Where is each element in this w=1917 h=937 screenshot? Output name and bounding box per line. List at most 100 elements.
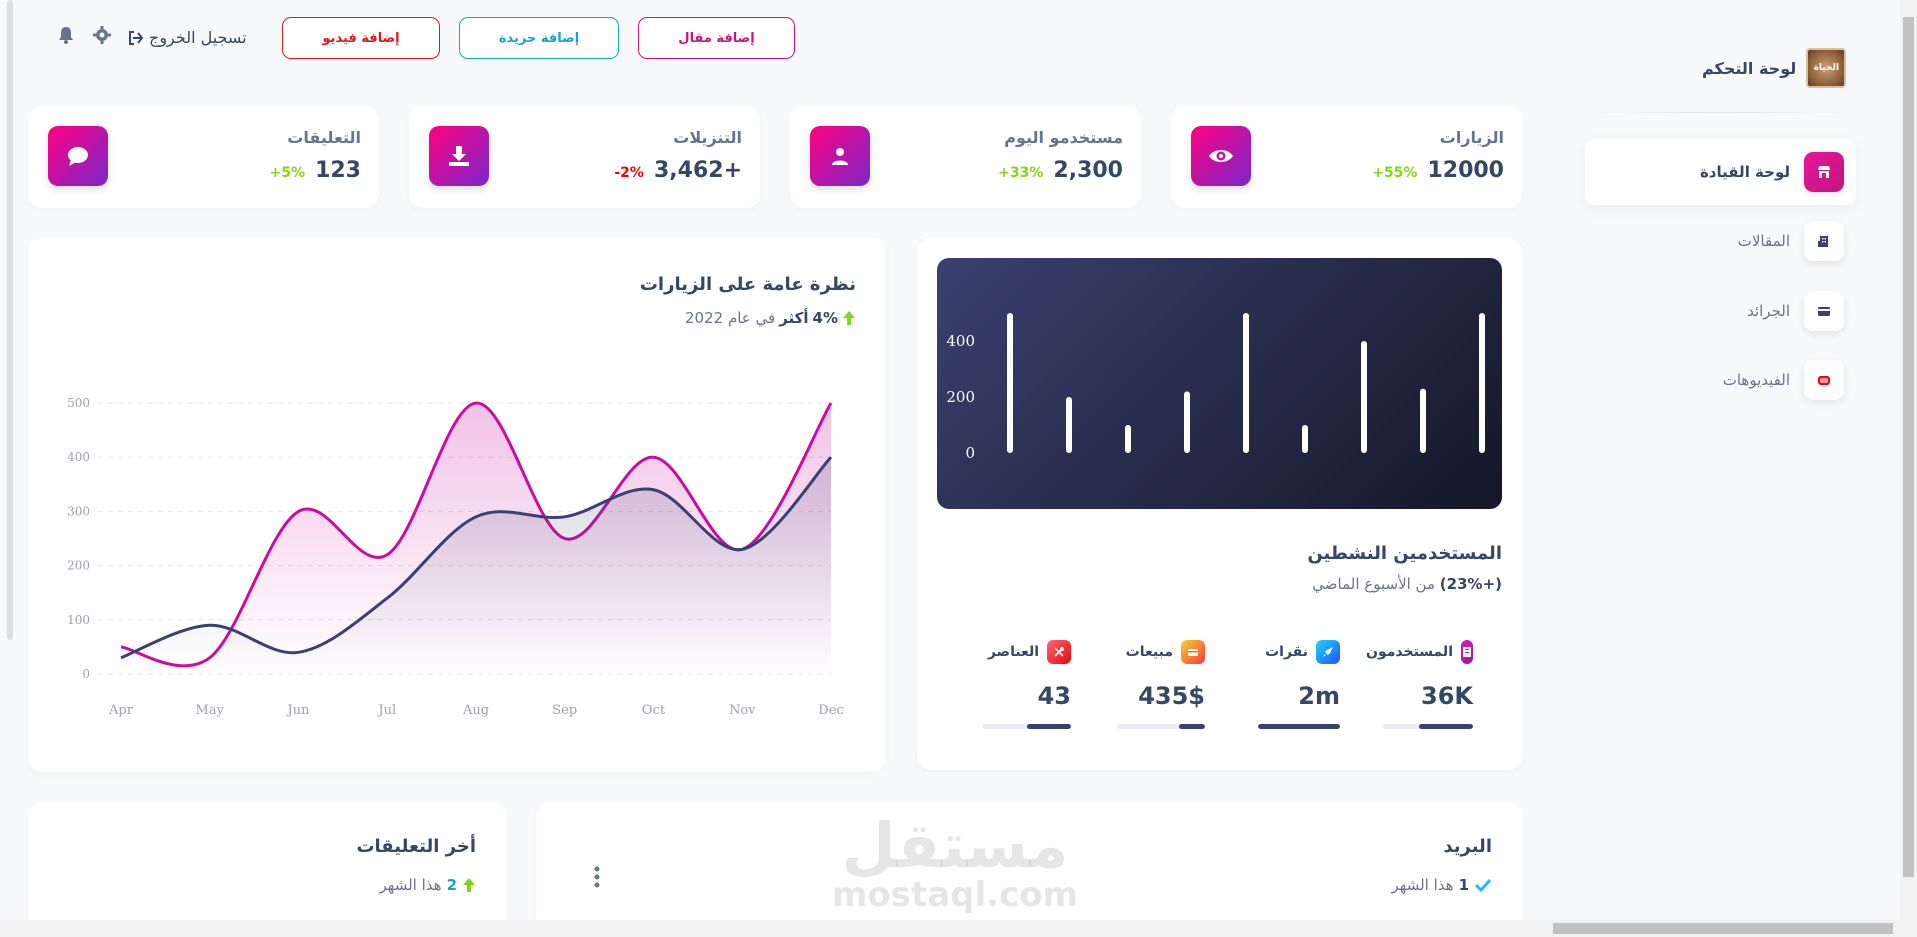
bell-icon[interactable] xyxy=(56,25,76,45)
latest-comments-card: أخر التعليقات 2 هذا الشهر xyxy=(28,802,506,937)
x-tick-label: Jun xyxy=(286,703,311,718)
building-icon xyxy=(1804,221,1844,261)
stat-value: 12000 xyxy=(1427,158,1504,183)
bar xyxy=(1420,388,1426,453)
add-newspaper-button[interactable]: إضافة جريدة xyxy=(459,17,619,59)
video-icon xyxy=(1804,360,1844,400)
watermark-latin: mostaql.com xyxy=(831,875,1079,915)
overview-subtitle: 4% أكثر في عام 2022 xyxy=(685,309,856,327)
sidebar-item-articles[interactable]: المقالات xyxy=(1585,208,1856,274)
eye-icon xyxy=(1191,126,1251,186)
bar xyxy=(1184,391,1190,453)
sign-out-icon xyxy=(129,30,144,45)
y-tick-label: 500 xyxy=(67,396,90,410)
sidebar-item-videos[interactable]: الفيديوهات xyxy=(1585,347,1856,413)
rocket-icon xyxy=(1316,640,1340,664)
comment-icon xyxy=(48,126,108,186)
metric-label: مبيعات xyxy=(1125,644,1173,660)
bar xyxy=(1125,425,1131,453)
sidebar-item-label: المقالات xyxy=(1737,232,1790,250)
download-icon xyxy=(429,126,489,186)
add-article-button[interactable]: إضافة مقال xyxy=(638,17,795,59)
mail-card: البريد 1 هذا الشهر xyxy=(536,802,1522,937)
comments-title: أخر التعليقات xyxy=(356,836,476,857)
series-line xyxy=(120,456,833,660)
active-users-metric: نقرات 2m xyxy=(1258,640,1340,729)
x-tick-label: Apr xyxy=(108,703,134,718)
brand[interactable]: الحياة لوحة التحكم xyxy=(1702,48,1847,88)
metric-value: 36K xyxy=(1421,682,1473,710)
comments-period: هذا الشهر xyxy=(379,876,442,894)
sidebar-item-dashboard[interactable]: لوحة القيادة xyxy=(1585,139,1856,205)
left-scroll-track xyxy=(7,0,13,640)
bar xyxy=(1007,313,1013,453)
metric-progress xyxy=(1026,724,1071,729)
arrow-up-icon xyxy=(843,311,855,325)
gear-icon[interactable] xyxy=(92,25,112,45)
stat-card-today-users: مستخدمو اليوم 2,300 +33% xyxy=(790,106,1141,208)
stat-change: +5% xyxy=(269,165,306,181)
stat-title: التنزيلات xyxy=(673,128,742,147)
sidebar-item-newspapers[interactable]: الجرائد xyxy=(1585,278,1856,344)
y-tick-label: 0 xyxy=(965,444,975,462)
mail-subtitle: 1 هذا الشهر xyxy=(1392,876,1492,894)
watermark: مستقل mostaql.com xyxy=(830,809,1080,915)
metric-value: 2m xyxy=(1298,682,1340,710)
watermark-arabic: مستقل xyxy=(841,809,1069,882)
active-users-change: (+23%) xyxy=(1439,575,1502,593)
sidebar-item-label: لوحة القيادة xyxy=(1699,163,1790,181)
bar xyxy=(1479,313,1485,453)
y-tick-label: 200 xyxy=(946,388,975,406)
y-tick-label: 0 xyxy=(82,667,90,681)
y-tick-label: 400 xyxy=(946,332,975,350)
stat-value: 2,300 xyxy=(1053,158,1123,183)
stat-value: 123 xyxy=(315,158,361,183)
x-tick-label: Dec xyxy=(818,703,843,718)
stat-title: التعليقات xyxy=(287,128,361,147)
stat-card-comments: التعليقات 123 +5% xyxy=(28,106,379,208)
overview-period: في عام 2022 xyxy=(684,309,776,327)
stat-value: +3,462 xyxy=(653,158,742,183)
document-icon xyxy=(1461,640,1473,664)
vertical-scroll-thumb[interactable] xyxy=(1903,17,1914,877)
stat-change: +33% xyxy=(998,165,1044,181)
stat-title: الزيارات xyxy=(1439,128,1504,147)
metric-label: العناصر xyxy=(987,644,1039,660)
active-users-bar-chart: 0 200 400 xyxy=(946,313,1485,462)
logout-link[interactable]: تسجيل الخروج xyxy=(128,28,247,47)
stat-card-downloads: التنزيلات +3,462 -2% xyxy=(409,106,760,208)
stat-change: -2% xyxy=(614,165,644,181)
tools-icon xyxy=(1047,640,1071,664)
horizontal-scrollbar[interactable] xyxy=(0,920,1917,937)
comments-subtitle: 2 هذا الشهر xyxy=(380,876,476,894)
metric-progress xyxy=(1419,724,1473,729)
add-video-button[interactable]: إضافة فيديو xyxy=(282,17,440,59)
brand-logo: الحياة xyxy=(1806,48,1847,88)
sidebar-divider xyxy=(1584,112,1856,113)
vertical-scrollbar[interactable] xyxy=(1900,0,1917,920)
x-tick-label: Sep xyxy=(552,703,577,718)
overview-change: 4% xyxy=(812,309,838,327)
metric-value: 43 xyxy=(1037,682,1071,710)
y-tick-label: 100 xyxy=(67,613,90,627)
sidebar-item-label: الفيديوهات xyxy=(1722,371,1790,389)
metric-label: المستخدمون xyxy=(1366,644,1453,660)
stat-change: +55% xyxy=(1372,165,1418,181)
metric-progress xyxy=(1258,724,1340,729)
stat-title: مستخدمو اليوم xyxy=(1004,128,1123,147)
mail-count: 1 xyxy=(1458,876,1469,894)
comments-count: 2 xyxy=(446,876,457,894)
visits-line-chart: 0 100 200 300 400 500 Apr May Jun Jul Aug Sep Oct Nov… xyxy=(67,396,844,718)
mail-title: البريد xyxy=(1443,836,1492,857)
brand-name: لوحة التحكم xyxy=(1702,58,1797,78)
active-users-metric: مبيعات 435$ xyxy=(1117,640,1205,729)
cart-icon xyxy=(1181,640,1205,664)
horizontal-scroll-thumb[interactable] xyxy=(1553,923,1893,934)
bar xyxy=(1243,313,1249,453)
active-users-metric: العناصر 43 xyxy=(982,640,1071,729)
x-tick-label: Aug xyxy=(462,703,489,718)
more-vertical-icon[interactable] xyxy=(594,866,600,888)
x-tick-label: May xyxy=(196,703,225,718)
active-users-metric: المستخدمون 36K xyxy=(1366,640,1473,729)
active-users-chart: 0 200 400 xyxy=(937,258,1502,509)
